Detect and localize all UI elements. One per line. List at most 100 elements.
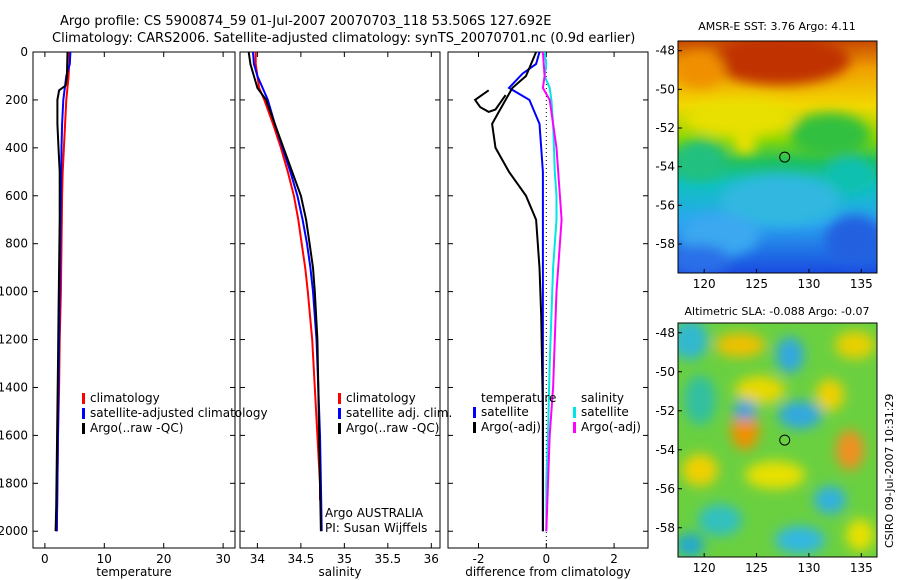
temperature-ytick-label: 800 [5, 237, 28, 251]
difference-xlabel: difference from climatology [465, 565, 631, 579]
sla_map-xtick-label: 120 [693, 561, 716, 575]
difference-xtick-label: 0 [542, 552, 550, 566]
sla_map-ytick-label: -58 [655, 521, 675, 535]
difference-legend-temperature-title: temperature [481, 391, 556, 405]
sst_map-xtick-label: 120 [693, 277, 716, 291]
sla_map-ytick-label: -54 [655, 443, 675, 457]
temperature-xtick-label: 10 [97, 552, 112, 566]
temperature-series-line [54, 51, 69, 532]
difference-legend-salinity-title: salinity [581, 391, 624, 405]
temperature-frame [32, 51, 236, 549]
temperature-ytick-label: 2000 [0, 524, 28, 538]
temperature-ytick-label: 1400 [0, 380, 28, 394]
sla-map-panel: 120 125 130 135 -48 -50 -52 -54 -56 -58 Altimetri… [655, 305, 878, 575]
salinity-series-line [247, 51, 322, 532]
salinity-series-line [254, 52, 321, 501]
sla-map-field [678, 323, 877, 557]
sla_map-xtick-label: 135 [850, 561, 873, 575]
temperature-xlabel: temperature [96, 565, 171, 579]
sla_map-ytick-label: -50 [655, 365, 675, 379]
temperature-ytick-label: 1200 [0, 333, 28, 347]
sst_map-ytick-label: -58 [655, 237, 675, 251]
difference-legend-label: satellite [481, 405, 529, 419]
temperature-ytick-label: 200 [5, 93, 28, 107]
salinity-legend-swatch [338, 393, 341, 404]
temperature-xtick-label: 20 [156, 552, 171, 566]
sla_map-xtick-label: 130 [797, 561, 820, 575]
argo-australia-annotation: Argo AUSTRALIA [325, 506, 424, 520]
sla_map-ytick-label: -48 [655, 326, 675, 340]
sla-map-frame [677, 322, 878, 558]
salinity-xtick-label: 35.5 [374, 552, 401, 566]
temperature-legend-label: Argo(..raw -QC) [90, 421, 183, 435]
sst_map-ytick-label: -54 [655, 160, 675, 174]
sst_map-ytick-label: -56 [655, 198, 675, 212]
salinity-xtick-label: 34.5 [288, 552, 315, 566]
temperature-ytick-label: 1000 [0, 285, 28, 299]
temperature-legend-swatch [82, 408, 85, 419]
salinity-xtick-label: 36 [424, 552, 439, 566]
sst-map-axes: 120 125 130 135 -48 -50 -52 -54 -56 -58 [655, 44, 872, 291]
sst_map-xtick-label: 125 [745, 277, 768, 291]
figure-title-line2: Climatology: CARS2006. Satellite-adjuste… [52, 31, 635, 46]
sla-argo-marker [779, 434, 791, 446]
salinity-xtick-label: 35 [337, 552, 352, 566]
sst_map-ytick-label: -50 [655, 82, 675, 96]
difference-legend-swatch [573, 422, 576, 433]
salinity-legend-swatch [338, 408, 341, 419]
salinity-series-line [252, 51, 323, 532]
salinity-panel: 34 34.5 35 35.5 36 salinity climatologysatelli… [239, 51, 452, 579]
difference-legend-label: Argo(-adj) [581, 420, 641, 434]
difference-legend-label: satellite [581, 405, 629, 419]
difference-xtick-label: 2 [610, 552, 618, 566]
temperature-panel: 0 200 400 600 800 1000 1200 1400 1600 1800 2000 0 10… [0, 45, 268, 579]
difference-series-line [541, 51, 563, 532]
difference-series-line [491, 51, 544, 532]
sla_map-xtick-label: 125 [745, 561, 768, 575]
difference-legend-label: Argo(-adj) [481, 420, 541, 434]
temperature-legend-swatch [82, 393, 85, 404]
salinity-legend-swatch [338, 423, 341, 434]
salinity-legend-label: satellite adj. clim. [346, 406, 452, 420]
difference-series-line [543, 51, 558, 532]
temperature-xtick-label: 0 [41, 552, 49, 566]
sla-map-title: Altimetric SLA: -0.088 Argo: -0.07 [685, 305, 870, 318]
difference-frame [447, 51, 649, 549]
sst-map-frame [677, 40, 878, 274]
temperature-legend-label: climatology [90, 391, 160, 405]
sst_map-xtick-label: 130 [797, 277, 820, 291]
difference-legend-swatch [573, 407, 576, 418]
sla_map-ytick-label: -52 [655, 404, 675, 418]
temperature-ytick-label: 0 [20, 45, 28, 59]
salinity-xtick-label: 34 [250, 552, 265, 566]
sst_map-ytick-label: -52 [655, 121, 675, 135]
difference-series-line [507, 51, 544, 532]
sst_map-ytick-label: -48 [655, 44, 675, 58]
csiro-timestamp: CSIRO 09-Jul-2007 10:31:29 [883, 394, 896, 548]
sla-map-axes: 120 125 130 135 -48 -50 -52 -54 -56 -58 [655, 326, 872, 575]
temperature-legend-swatch [82, 423, 85, 434]
pi-annotation: PI: Susan Wijffels [325, 521, 427, 535]
difference-xtick-label: -2 [473, 552, 485, 566]
difference-legend-swatch [473, 407, 476, 418]
salinity-frame [239, 51, 441, 549]
temperature-ytick-label: 1800 [0, 476, 28, 490]
sst-map-title: AMSR-E SST: 3.76 Argo: 4.11 [698, 20, 856, 33]
sst-map-field [678, 41, 877, 273]
temperature-xtick-label: 30 [215, 552, 230, 566]
temperature-legend-label: satellite-adjusted climatology [90, 406, 268, 420]
sst_map-xtick-label: 135 [850, 277, 873, 291]
difference-series-line [473, 89, 507, 113]
sst-argo-marker [779, 151, 791, 163]
salinity-xlabel: salinity [318, 565, 361, 579]
sla_map-ytick-label: -56 [655, 482, 675, 496]
difference-legend-swatch [473, 422, 476, 433]
sst-map-panel: 120 125 130 135 -48 -50 -52 -54 -56 -58 AMSR-E SS… [655, 20, 878, 291]
temperature-ytick-label: 400 [5, 141, 28, 155]
salinity-legend-label: climatology [346, 391, 416, 405]
temperature-ytick-label: 1600 [0, 428, 28, 442]
salinity-legend-label: Argo(..raw -QC) [346, 421, 439, 435]
figure-title-line1: Argo profile: CS 5900874_59 01-Jul-2007 … [60, 14, 551, 29]
